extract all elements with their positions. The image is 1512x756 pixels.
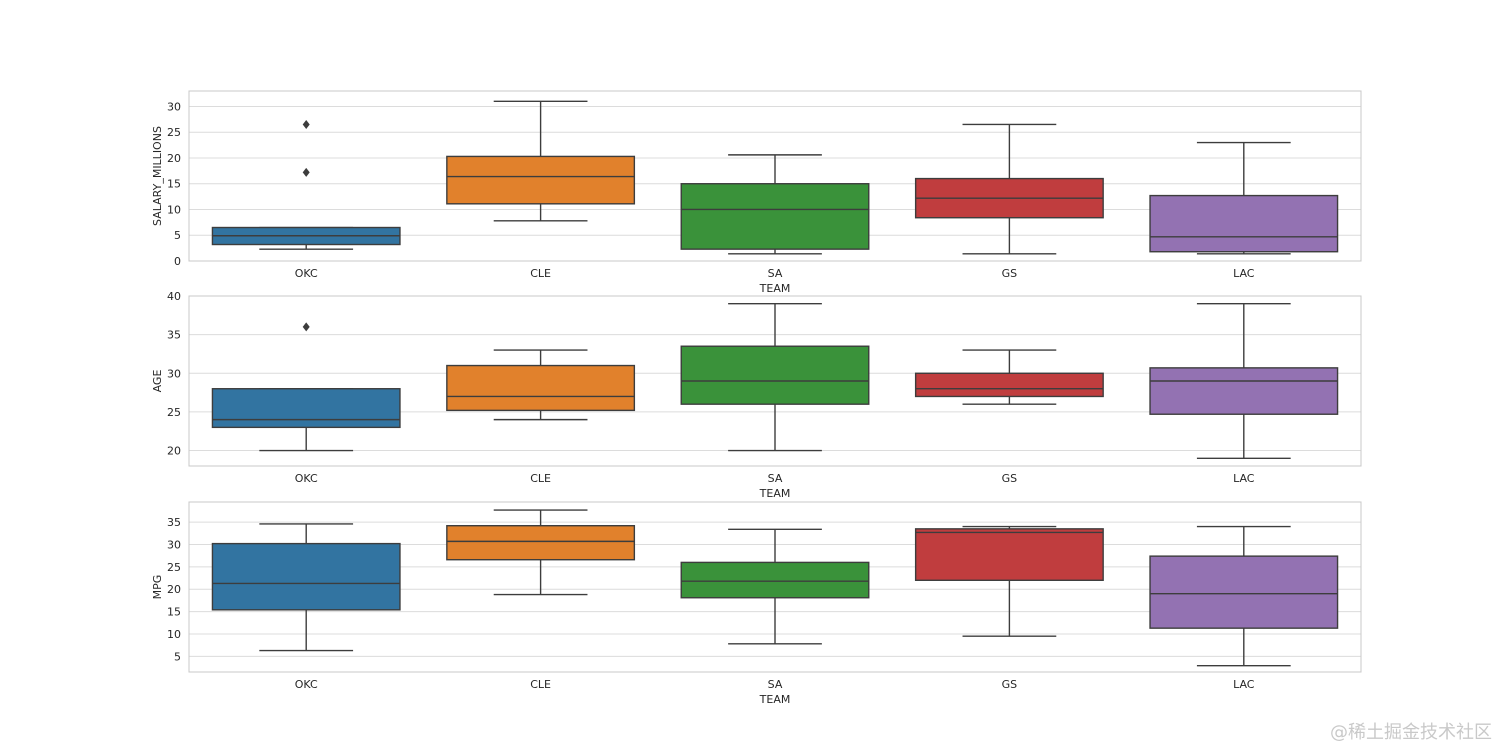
y-tick-label: 5 — [174, 229, 181, 242]
iqr-box — [446, 155, 636, 205]
y-tick-label: 25 — [167, 561, 181, 574]
y-tick-label: 5 — [174, 650, 181, 663]
plot-frame — [188, 295, 1362, 467]
box-okc — [211, 523, 401, 652]
outlier-point — [302, 167, 310, 177]
iqr-box — [680, 561, 870, 599]
x-tick-label: GS — [1002, 472, 1018, 485]
box-gs — [914, 525, 1104, 637]
x-axis-label: TEAM — [759, 282, 791, 295]
x-tick-label: CLE — [530, 472, 551, 485]
x-tick-label: LAC — [1233, 678, 1255, 691]
y-tick-label: 20 — [167, 152, 181, 165]
x-tick-label: GS — [1002, 678, 1018, 691]
chart-panel-2: 20 25 30 35 40 OKC CLE SA GS LAC TEAM AGE — [151, 290, 1362, 500]
x-tick-label: OKC — [295, 472, 318, 485]
y-tick-label: 30 — [167, 100, 181, 113]
iqr-box — [1149, 194, 1339, 253]
y-tick-label: 0 — [174, 255, 181, 268]
box-cle — [446, 509, 636, 596]
y-tick-label: 30 — [167, 539, 181, 552]
x-tick-label: SA — [768, 472, 783, 485]
y-tick-label: 15 — [167, 606, 181, 619]
y-tick-label: 30 — [167, 367, 181, 380]
y-axis-label: SALARY_MILLIONS — [151, 126, 164, 226]
box-sa — [680, 154, 870, 255]
iqr-box — [211, 388, 401, 429]
box-lac — [1149, 141, 1339, 255]
box-okc — [211, 119, 401, 250]
box-lac — [1149, 525, 1339, 667]
y-tick-label: 10 — [167, 203, 181, 216]
box-sa — [680, 303, 870, 452]
iqr-box — [446, 525, 636, 561]
plot-frame — [188, 501, 1362, 673]
x-tick-label: OKC — [295, 267, 318, 280]
outlier-point — [302, 119, 310, 129]
x-axis-label: TEAM — [759, 487, 791, 500]
y-tick-label: 25 — [167, 406, 181, 419]
box-gs — [914, 349, 1104, 405]
y-tick-label: 35 — [167, 516, 181, 529]
iqr-box — [446, 364, 636, 412]
iqr-box — [211, 542, 401, 611]
iqr-box — [680, 183, 870, 250]
y-tick-label: 20 — [167, 445, 181, 458]
y-tick-label: 40 — [167, 290, 181, 303]
x-axis-label: TEAM — [759, 693, 791, 706]
box-gs — [914, 123, 1104, 255]
box-okc — [211, 322, 401, 452]
x-tick-label: LAC — [1233, 472, 1255, 485]
y-tick-label: 35 — [167, 329, 181, 342]
x-tick-label: GS — [1002, 267, 1018, 280]
y-tick-label: 10 — [167, 628, 181, 641]
box-cle — [446, 100, 636, 222]
box-lac — [1149, 303, 1339, 459]
iqr-box — [1149, 367, 1339, 415]
watermark: @稀土掘金技术社区 — [1330, 722, 1492, 743]
y-axis-label: MPG — [151, 575, 164, 600]
box-cle — [446, 349, 636, 421]
chart-panel-1: 0 5 10 15 20 25 30 OKC CLE SA GS LAC TEAM SALARY_MILL… — [151, 90, 1362, 295]
x-tick-label: SA — [768, 678, 783, 691]
x-tick-label: CLE — [530, 267, 551, 280]
x-tick-label: CLE — [530, 678, 551, 691]
y-tick-label: 25 — [167, 126, 181, 139]
x-tick-label: OKC — [295, 678, 318, 691]
outlier-point — [302, 322, 310, 332]
plot-frame — [188, 90, 1362, 262]
iqr-box — [914, 528, 1104, 581]
x-tick-label: LAC — [1233, 267, 1255, 280]
y-tick-label: 15 — [167, 178, 181, 191]
y-tick-label: 20 — [167, 583, 181, 596]
box-sa — [680, 528, 870, 645]
y-axis-label: AGE — [151, 370, 164, 393]
x-tick-label: SA — [768, 267, 783, 280]
iqr-box — [914, 372, 1104, 398]
chart-panel-3: 5 10 15 20 25 30 35 OKC CLE SA GS LAC TEAM MPG — [151, 501, 1362, 706]
iqr-box — [1149, 555, 1339, 629]
iqr-box — [680, 345, 870, 405]
